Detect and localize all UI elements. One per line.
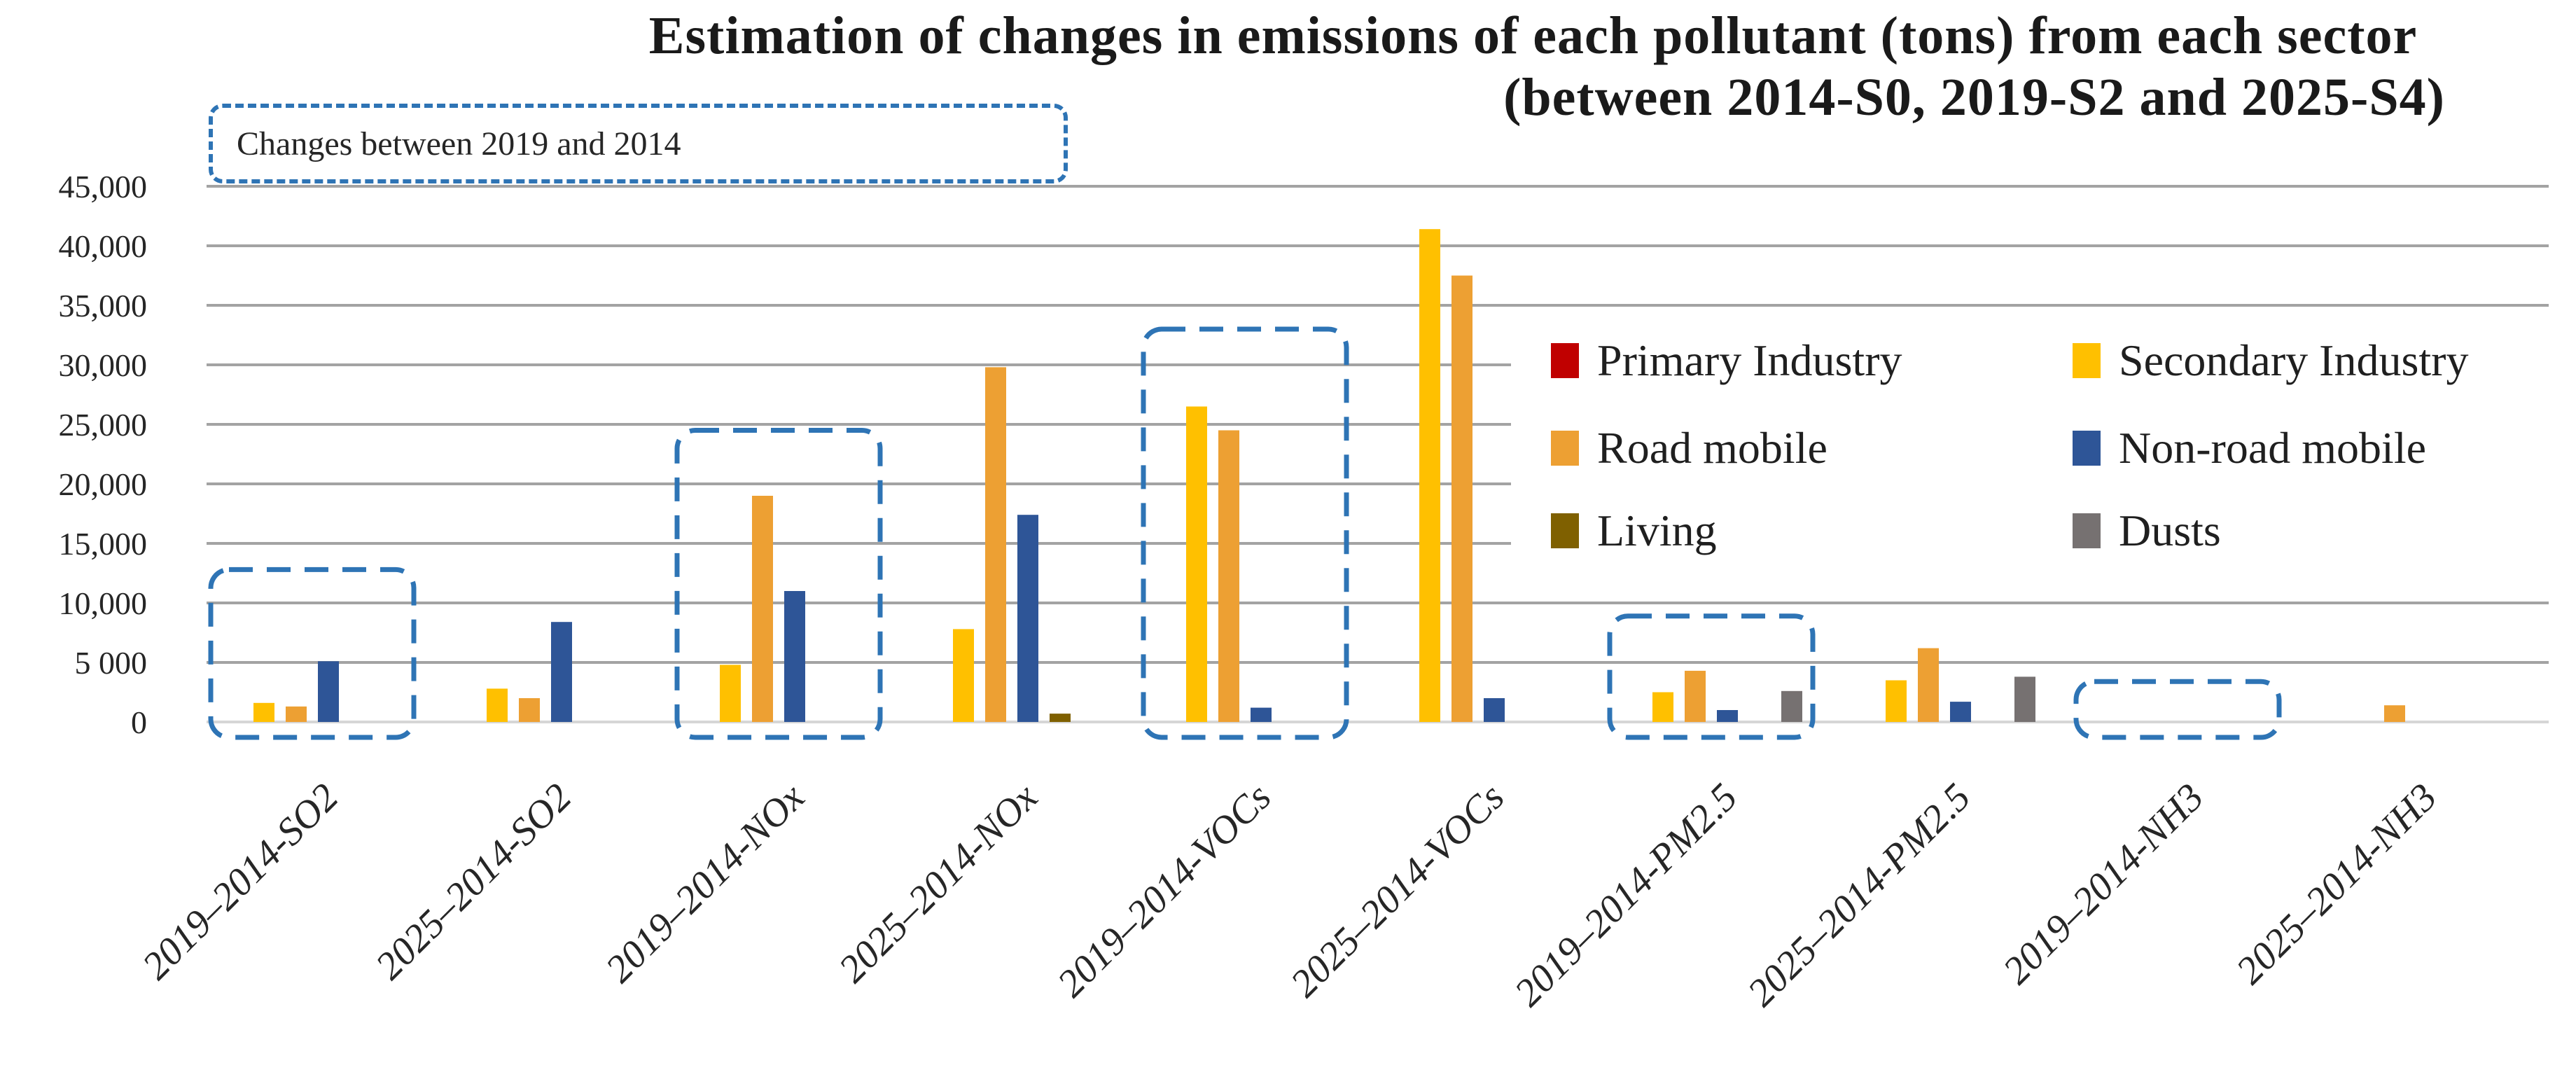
chart-title-line2: (between 2014-S0, 2019-S2 and 2025-S4) bbox=[1503, 68, 2445, 127]
bar-non-road-mobile-2025-2014-vocs bbox=[1484, 698, 1505, 722]
highlight-box-2019-2014-vocs bbox=[1141, 326, 1349, 740]
x-category-label-2025-2014-so2: 2025–2014-SO2 bbox=[368, 775, 580, 987]
bar-non-road-mobile-2019-2014-pm2-5 bbox=[1717, 710, 1738, 722]
y-tick-label-35000: 35,000 bbox=[59, 288, 148, 324]
bar-secondary-industry-2025-2014-nox bbox=[953, 629, 974, 722]
bar-dusts-2025-2014-pm2-5 bbox=[2014, 676, 2035, 722]
x-category-label-2019-2014-so2: 2019–2014-SO2 bbox=[134, 775, 347, 987]
legend-backdrop bbox=[1511, 310, 2568, 585]
x-category-label-2019-2014-nox: 2019–2014-NOx bbox=[597, 775, 813, 991]
bar-non-road-mobile-2019-2014-vocs bbox=[1251, 707, 1272, 722]
y-tick-label-45000: 45,000 bbox=[59, 169, 148, 204]
highlight-box-2019-2014-nox bbox=[674, 428, 883, 740]
y-tick-label-10000: 10,000 bbox=[59, 585, 148, 621]
bar-road-mobile-2025-2014-vocs bbox=[1451, 275, 1473, 722]
annotation-dashed-box: Changes between 2019 and 2014 bbox=[209, 104, 1068, 183]
bar-road-mobile-2019-2014-so2 bbox=[286, 706, 307, 722]
bar-secondary-industry-2025-2014-vocs bbox=[1419, 229, 1440, 722]
chart-title-line1: Estimation of changes in emissions of ea… bbox=[648, 6, 2418, 65]
bar-secondary-industry-2025-2014-so2 bbox=[487, 688, 508, 722]
x-category-label-2019-2014-nh3: 2019–2014-NH3 bbox=[1995, 775, 2212, 992]
bar-road-mobile-2025-2014-so2 bbox=[519, 698, 540, 722]
bar-secondary-industry-2025-2014-pm2-5 bbox=[1886, 680, 1907, 722]
highlight-box-2019-2014-so2 bbox=[208, 567, 417, 740]
x-category-label-2025-2014-pm2-5: 2025–2014-PM2.5 bbox=[1739, 775, 1979, 1015]
bar-road-mobile-2025-2014-nox bbox=[985, 367, 1006, 722]
annotation-label: Changes between 2019 and 2014 bbox=[237, 125, 681, 162]
bar-non-road-mobile-2025-2014-so2 bbox=[551, 622, 572, 722]
y-tick-label-5000: 5 000 bbox=[75, 645, 148, 681]
y-tick-label-15000: 15,000 bbox=[59, 526, 148, 562]
highlight-box-2019-2014-nh3 bbox=[2073, 679, 2282, 740]
bar-secondary-industry-2019-2014-vocs bbox=[1186, 406, 1207, 722]
y-tick-label-25000: 25,000 bbox=[59, 407, 148, 443]
x-category-label-2025-2014-nh3: 2025–2014-NH3 bbox=[2228, 775, 2445, 992]
bar-living-2025-2014-nox bbox=[1050, 714, 1071, 722]
bar-non-road-mobile-2025-2014-pm2-5 bbox=[1950, 702, 1971, 722]
y-tick-label-0: 0 bbox=[131, 704, 147, 740]
bar-road-mobile-2025-2014-nh3 bbox=[2384, 705, 2405, 722]
x-category-label-2019-2014-vocs: 2019–2014-VOCs bbox=[1050, 775, 1280, 1006]
bar-secondary-industry-2019-2014-so2 bbox=[253, 702, 274, 722]
bar-road-mobile-2019-2014-vocs bbox=[1218, 430, 1239, 722]
bar-secondary-industry-2019-2014-pm2-5 bbox=[1652, 692, 1673, 722]
x-category-label-2019-2014-pm2-5: 2019–2014-PM2.5 bbox=[1506, 775, 1746, 1015]
bar-dusts-2019-2014-pm2-5 bbox=[1781, 690, 1802, 722]
y-tick-label-30000: 30,000 bbox=[59, 347, 148, 383]
y-tick-label-40000: 40,000 bbox=[59, 228, 148, 264]
bar-road-mobile-2025-2014-pm2-5 bbox=[1918, 648, 1939, 722]
y-tick-label-20000: 20,000 bbox=[59, 466, 148, 502]
highlight-box-2019-2014-pm2-5 bbox=[1607, 613, 1816, 740]
x-category-label-2025-2014-vocs: 2025–2014-VOCs bbox=[1283, 775, 1513, 1006]
bar-non-road-mobile-2019-2014-so2 bbox=[318, 661, 339, 722]
x-category-label-2025-2014-nox: 2025–2014-NOx bbox=[830, 775, 1046, 991]
bar-secondary-industry-2019-2014-nox bbox=[720, 665, 741, 722]
bar-non-road-mobile-2025-2014-nox bbox=[1017, 515, 1038, 722]
bar-road-mobile-2019-2014-pm2-5 bbox=[1685, 670, 1706, 722]
bar-non-road-mobile-2019-2014-nox bbox=[784, 591, 805, 722]
bar-road-mobile-2019-2014-nox bbox=[752, 496, 773, 722]
